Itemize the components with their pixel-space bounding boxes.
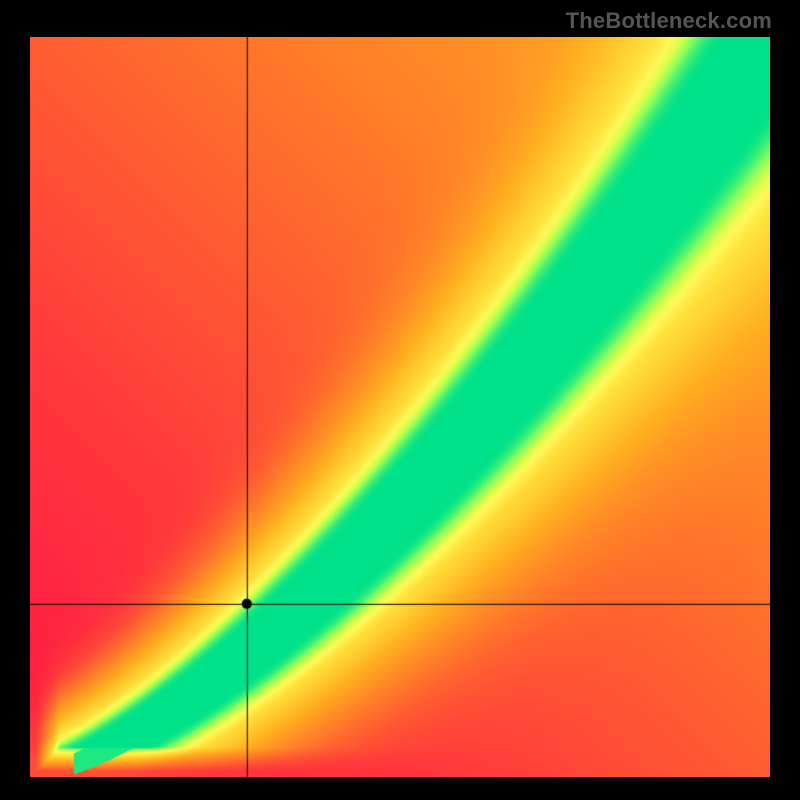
chart-container: TheBottleneck.com — [0, 0, 800, 800]
heatmap-canvas — [30, 37, 770, 777]
heatmap-plot — [30, 37, 770, 777]
watermark-text: TheBottleneck.com — [566, 8, 772, 34]
